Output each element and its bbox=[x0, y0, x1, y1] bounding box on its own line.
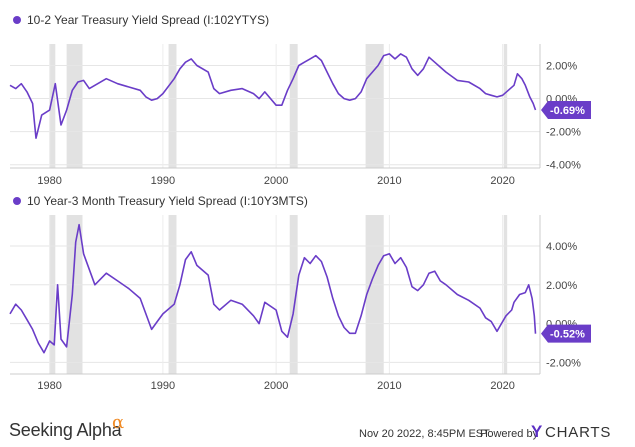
legend-label: 10-2 Year Treasury Yield Spread (I:102YT… bbox=[27, 13, 269, 27]
recession-band bbox=[66, 215, 83, 374]
chart-panel-bottom: 4.00%2.00%0.00%-2.00%1980 1990 2000 2010 202… bbox=[9, 194, 591, 392]
x-tick-label: 1980 bbox=[37, 380, 61, 392]
ycharts-logo-text: CHARTS bbox=[545, 424, 612, 441]
last-value-tag bbox=[541, 324, 591, 343]
x-tick-label: 2020 bbox=[490, 380, 514, 392]
powered-by-label: Powered by bbox=[480, 428, 539, 440]
x-tick-label: 2000 bbox=[264, 380, 288, 392]
plot-area bbox=[10, 44, 540, 168]
chart-canvas: 2.00%0.00%-2.00%-4.00%1980 1990 2000 2010 20… bbox=[9, 13, 591, 392]
y-tick-label: -2.00% bbox=[546, 127, 581, 139]
chart-panel-top: 2.00%0.00%-2.00%-4.00%1980 1990 2000 2010 20… bbox=[9, 13, 591, 187]
last-value-label: -0.52% bbox=[550, 329, 585, 341]
y-tick-label: -4.00% bbox=[546, 160, 581, 172]
seeking-alpha-logo-text: Seeking Alpha bbox=[9, 420, 122, 440]
legend-marker bbox=[13, 16, 21, 24]
last-value-label: -0.69% bbox=[550, 105, 585, 117]
x-tick-label: 2010 bbox=[377, 380, 401, 392]
recession-band bbox=[503, 44, 508, 168]
series-line bbox=[9, 53, 537, 139]
y-tick-label: 4.00% bbox=[546, 241, 577, 253]
x-tick-label: 2010 bbox=[377, 175, 401, 187]
chart-timestamp: Nov 20 2022, 8:45PM EST. bbox=[359, 428, 492, 440]
recession-band bbox=[168, 44, 177, 168]
y-tick-label: 2.00% bbox=[546, 280, 577, 292]
legend-marker bbox=[13, 197, 21, 205]
ycharts-logo-icon: Y bbox=[531, 422, 543, 441]
recession-band bbox=[49, 44, 56, 168]
recession-band bbox=[66, 44, 83, 168]
series-line bbox=[9, 223, 537, 354]
recession-band bbox=[365, 44, 384, 168]
recession-band bbox=[49, 215, 56, 374]
recession-band bbox=[168, 215, 177, 374]
x-tick-label: 1990 bbox=[151, 175, 175, 187]
plot-area bbox=[10, 215, 540, 374]
last-value-tag bbox=[541, 100, 591, 119]
recession-band bbox=[289, 44, 298, 168]
x-tick-label: 2000 bbox=[264, 175, 288, 187]
x-tick-label: 1990 bbox=[151, 380, 175, 392]
recession-band bbox=[365, 215, 384, 374]
recession-band bbox=[503, 215, 508, 374]
footer: Seeking Alpha α Nov 20 2022, 8:45PM EST.… bbox=[0, 410, 635, 447]
alpha-logo-icon: α bbox=[112, 412, 125, 433]
x-tick-label: 2020 bbox=[490, 175, 514, 187]
recession-band bbox=[289, 215, 298, 374]
y-tick-label: -2.00% bbox=[546, 357, 581, 369]
y-tick-label: 2.00% bbox=[546, 60, 577, 72]
legend-label: 10 Year-3 Month Treasury Yield Spread (I… bbox=[27, 194, 308, 208]
x-tick-label: 1980 bbox=[37, 175, 61, 187]
